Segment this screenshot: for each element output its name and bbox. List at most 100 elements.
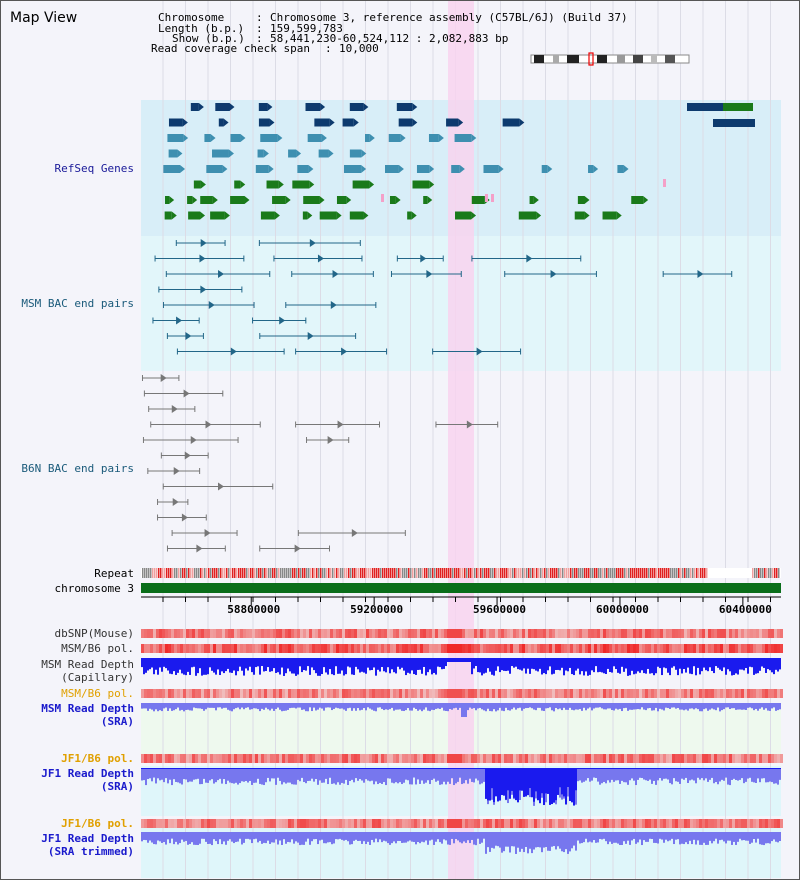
read-depth-bar <box>391 768 393 783</box>
gene-block[interactable] <box>258 118 270 127</box>
gene-block[interactable] <box>365 134 370 142</box>
gene-block[interactable] <box>446 118 459 127</box>
gene-block[interactable] <box>297 165 309 173</box>
gene-block[interactable] <box>343 165 362 173</box>
gene-block[interactable] <box>163 165 181 173</box>
gene-block[interactable] <box>407 211 412 220</box>
gene-block[interactable] <box>454 134 472 142</box>
gene-block[interactable] <box>541 165 548 173</box>
gene-block[interactable] <box>260 134 278 142</box>
highlight-region[interactable] <box>448 1 474 880</box>
gene-block[interactable] <box>255 165 269 173</box>
gene-block[interactable] <box>215 103 230 111</box>
gene-block[interactable] <box>588 165 594 173</box>
gene-block[interactable] <box>451 165 460 173</box>
gene-block[interactable] <box>230 196 245 204</box>
gene-block[interactable] <box>230 134 241 142</box>
gene-block[interactable] <box>502 118 520 127</box>
gene-block[interactable] <box>260 211 275 220</box>
gene-block[interactable] <box>302 211 308 220</box>
gene-block[interactable] <box>483 165 499 173</box>
gene-block[interactable] <box>423 196 428 204</box>
gene-block[interactable] <box>210 211 225 220</box>
gene-block[interactable] <box>602 211 617 220</box>
gene-block[interactable] <box>193 180 201 189</box>
gene-block[interactable] <box>352 180 370 189</box>
read-depth-tracks[interactable] <box>141 658 781 854</box>
chromosome-ideogram[interactable] <box>530 52 690 66</box>
gene-block[interactable] <box>529 196 534 204</box>
read-depth-bar <box>651 768 653 784</box>
gene-block[interactable] <box>204 134 211 142</box>
gene-block[interactable] <box>723 103 753 111</box>
gene-marker[interactable] <box>491 194 494 202</box>
gene-block[interactable] <box>188 211 201 220</box>
gene-block[interactable] <box>687 103 723 111</box>
gene-block[interactable] <box>258 103 268 111</box>
read-depth-bar <box>767 768 769 783</box>
gene-block[interactable] <box>206 165 223 173</box>
gene-block[interactable] <box>266 180 279 189</box>
gene-block[interactable] <box>349 103 364 111</box>
gene-block[interactable] <box>167 134 184 142</box>
repeat-track[interactable] <box>141 568 781 578</box>
read-depth-bar <box>377 832 379 843</box>
gene-block[interactable] <box>396 103 413 111</box>
polymorphism-cell <box>432 644 435 653</box>
gene-block[interactable] <box>342 118 354 127</box>
gene-block[interactable] <box>165 196 170 204</box>
gene-block[interactable] <box>168 118 183 127</box>
gene-strand-arrow <box>536 211 542 220</box>
gene-block[interactable] <box>212 149 229 158</box>
gene-block[interactable] <box>314 118 330 127</box>
gene-block[interactable] <box>336 196 347 204</box>
gene-block[interactable] <box>234 180 241 189</box>
gene-marker[interactable] <box>381 194 384 202</box>
b6n-bac-pairs[interactable] <box>141 374 499 553</box>
gene-block[interactable] <box>305 103 321 111</box>
gene-block[interactable] <box>631 196 644 204</box>
gene-block[interactable] <box>471 196 485 204</box>
read-depth-bar <box>181 703 183 710</box>
gene-marker[interactable] <box>663 179 666 187</box>
gene-block[interactable] <box>168 149 178 158</box>
b6n-bac-label[interactable]: B6N BAC end pairs <box>21 462 134 475</box>
msm-bac-label[interactable]: MSM BAC end pairs <box>21 297 134 310</box>
gene-block[interactable] <box>307 134 322 142</box>
polymorphism-cell <box>768 629 771 638</box>
gene-block[interactable] <box>218 118 224 127</box>
gene-block[interactable] <box>288 149 297 158</box>
msm-bac-pairs[interactable] <box>152 239 733 356</box>
gene-block[interactable] <box>713 119 755 127</box>
gene-block[interactable] <box>190 103 199 111</box>
gene-block[interactable] <box>318 149 329 158</box>
gene-block[interactable] <box>272 196 286 204</box>
polymorphism-cell <box>393 819 396 828</box>
gene-block[interactable] <box>187 196 193 204</box>
gene-block[interactable] <box>388 134 401 142</box>
gene-block[interactable] <box>292 180 310 189</box>
gene-block[interactable] <box>349 149 362 158</box>
gene-block[interactable] <box>385 165 399 173</box>
gene-block[interactable] <box>398 118 413 127</box>
gene-block[interactable] <box>303 196 320 204</box>
gene-block[interactable] <box>617 165 624 173</box>
gene-block[interactable] <box>200 196 213 204</box>
gene-block[interactable] <box>349 211 364 220</box>
gene-block[interactable] <box>412 180 430 189</box>
gene-block[interactable] <box>518 211 537 220</box>
gene-block[interactable] <box>257 149 264 158</box>
gene-block[interactable] <box>428 134 439 142</box>
gene-block[interactable] <box>574 211 585 220</box>
refseq-genes-label[interactable]: RefSeq Genes <box>54 162 134 175</box>
polymorphism-tracks[interactable] <box>141 629 783 828</box>
gene-marker[interactable] <box>485 194 488 202</box>
gene-block[interactable] <box>389 196 396 204</box>
gene-block[interactable] <box>416 165 430 173</box>
refseq-genes[interactable] <box>163 103 755 220</box>
gene-block[interactable] <box>164 211 172 220</box>
gene-block[interactable] <box>319 211 337 220</box>
gene-block[interactable] <box>577 196 585 204</box>
gene-block[interactable] <box>455 211 472 220</box>
